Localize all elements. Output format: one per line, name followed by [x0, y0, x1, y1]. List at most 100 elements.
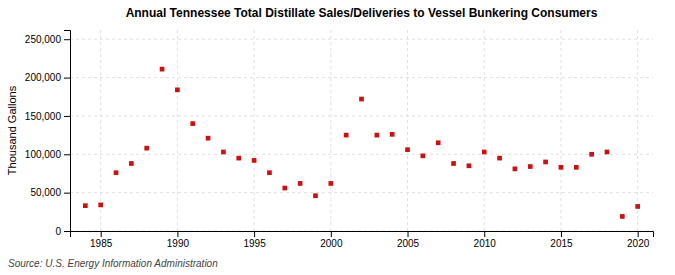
- point: [236, 156, 241, 161]
- y-axis: 0 50,000 100,000 150,000 200,000 250,000: [25, 31, 71, 237]
- point: [313, 193, 318, 198]
- point: [620, 214, 625, 219]
- tick-label: 0: [55, 226, 61, 237]
- grid: [70, 30, 653, 231]
- point: [298, 181, 303, 186]
- tick: 200,000: [25, 72, 70, 83]
- grid-line: [70, 192, 653, 193]
- point: [83, 203, 88, 208]
- tick-label: 1995: [243, 238, 266, 249]
- point: [344, 133, 349, 138]
- point: [559, 165, 564, 170]
- point: [574, 165, 579, 170]
- tick-mark: [331, 231, 332, 237]
- point: [635, 204, 640, 209]
- point: [282, 186, 287, 191]
- tick-mark: [484, 231, 485, 237]
- tick-label: 2010: [474, 238, 497, 249]
- tick-mark: [561, 231, 562, 237]
- tick-label: 2020: [627, 238, 650, 249]
- point: [144, 146, 149, 151]
- tick: 1990: [167, 231, 190, 249]
- point: [513, 167, 518, 172]
- x-axis: 1985 1990 1995 2000 2005 2010 2015 2020: [71, 231, 654, 249]
- annotation: Source: U.S. Energy Information Administ…: [8, 258, 218, 269]
- point: [206, 136, 211, 141]
- tick: 50,000: [30, 187, 70, 198]
- grid-line: [330, 30, 331, 231]
- tick: 2005: [397, 231, 420, 249]
- point: [359, 97, 364, 102]
- grid-line: [70, 77, 653, 78]
- chart: 1985 1990 1995 2000 2005 2010 2015 2020 0 50,000 1…: [0, 0, 675, 275]
- point: [528, 164, 533, 169]
- tick-mark: [64, 193, 70, 194]
- point: [589, 152, 594, 157]
- point: [405, 147, 410, 152]
- grid-line: [100, 30, 101, 231]
- tick-mark: [254, 231, 255, 237]
- point: [374, 133, 379, 138]
- tick-label: 200,000: [25, 72, 62, 83]
- tick-mark: [64, 39, 70, 40]
- point: [221, 150, 226, 155]
- grid-line: [70, 39, 653, 40]
- tick-label: 2000: [320, 238, 343, 249]
- point: [129, 161, 134, 166]
- point: [497, 156, 502, 161]
- point: [390, 132, 395, 137]
- grid-line: [407, 30, 408, 231]
- grid-line: [637, 30, 638, 231]
- tick: 2020: [627, 231, 650, 249]
- tick: 250,000: [25, 34, 70, 45]
- points: [83, 67, 640, 219]
- point: [267, 170, 272, 175]
- tick-label: 2005: [397, 238, 420, 249]
- point: [328, 181, 333, 186]
- tick: 1995: [243, 231, 266, 249]
- point: [160, 67, 165, 72]
- tick: 2010: [474, 231, 497, 249]
- tick-label: 50,000: [30, 187, 61, 198]
- grid-line: [484, 30, 485, 231]
- tick-label: 1990: [167, 238, 190, 249]
- tick: 0: [55, 226, 70, 237]
- tick-mark: [64, 231, 70, 232]
- tick-mark: [408, 231, 409, 237]
- point: [543, 160, 548, 165]
- tick: 1985: [90, 231, 113, 249]
- axis-line: [71, 232, 654, 238]
- tick-mark: [64, 116, 70, 117]
- tick-mark: [101, 231, 102, 237]
- grid-line: [70, 115, 653, 116]
- y-axis-label: Thousand Gallons: [6, 85, 18, 175]
- point: [190, 121, 195, 126]
- grid-line: [70, 154, 653, 155]
- tick: 2015: [550, 231, 573, 249]
- point: [252, 158, 257, 163]
- tick-label: 150,000: [25, 111, 62, 122]
- tick-label: 1985: [90, 238, 113, 249]
- point: [175, 87, 180, 92]
- grid-line: [177, 30, 178, 231]
- title: Annual Tennessee Total Distillate Sales/…: [126, 6, 598, 20]
- tick: 2000: [320, 231, 343, 249]
- grid-line: [560, 30, 561, 231]
- tick-mark: [64, 78, 70, 79]
- point: [605, 150, 610, 155]
- point: [98, 203, 103, 208]
- tick-mark: [177, 231, 178, 237]
- tick-mark: [64, 154, 70, 155]
- tick-mark: [638, 231, 639, 237]
- point: [467, 163, 472, 168]
- point: [482, 150, 487, 155]
- point: [114, 170, 119, 175]
- point: [436, 140, 441, 145]
- tick: 100,000: [25, 149, 70, 160]
- tick-label: 2015: [550, 238, 573, 249]
- grid-line: [254, 30, 255, 231]
- point: [421, 153, 426, 158]
- tick: 150,000: [25, 111, 70, 122]
- tick-label: 100,000: [25, 149, 62, 160]
- tick-label: 250,000: [25, 34, 62, 45]
